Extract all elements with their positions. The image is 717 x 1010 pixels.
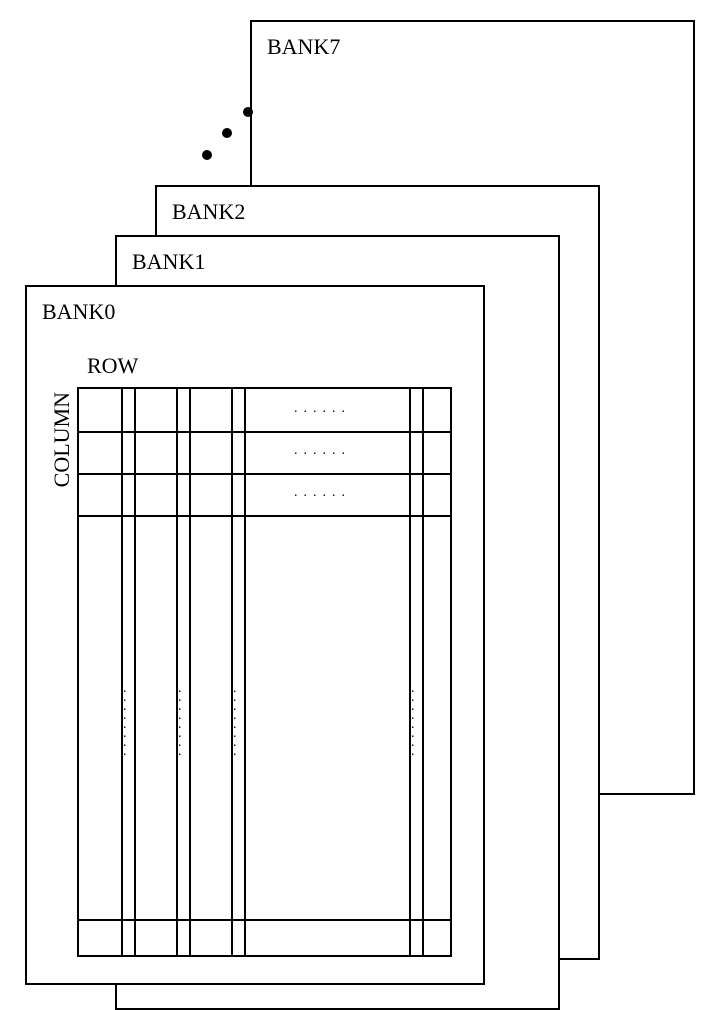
col-ellipsis: ........	[123, 684, 127, 756]
grid-vline	[121, 389, 123, 955]
bank0: BANK0 ROW COLUMN ...... ...... ...... ..…	[25, 285, 485, 985]
grid-vline	[244, 389, 246, 955]
col-ellipsis: ........	[178, 684, 182, 756]
column-label: COLUMN	[49, 392, 75, 487]
grid-vline	[422, 389, 424, 955]
ellipsis-dot	[202, 150, 212, 160]
grid-vline	[176, 389, 178, 955]
row-ellipsis: ......	[294, 443, 351, 459]
row-ellipsis: ......	[294, 485, 351, 501]
col-ellipsis: ........	[411, 684, 415, 756]
grid-vline	[409, 389, 411, 955]
grid-vline	[189, 389, 191, 955]
grid-vline	[134, 389, 136, 955]
row-ellipsis: ......	[294, 401, 351, 417]
bank2-label: BANK2	[172, 199, 245, 225]
grid-vline	[231, 389, 233, 955]
ellipsis-dot	[222, 128, 232, 138]
bank7-label: BANK7	[267, 34, 340, 60]
col-ellipsis: ........	[233, 684, 237, 756]
ellipsis-dot	[243, 107, 253, 117]
bank0-label: BANK0	[42, 299, 115, 325]
row-label: ROW	[87, 353, 138, 379]
memory-grid: ...... ...... ...... ........ ........ .…	[77, 387, 452, 957]
bank1-label: BANK1	[132, 249, 205, 275]
